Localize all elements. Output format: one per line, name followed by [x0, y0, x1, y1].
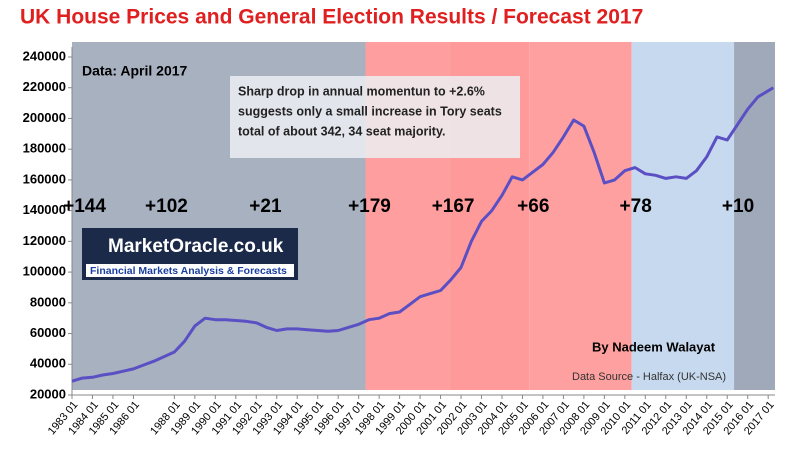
y-tick-label: 180000	[23, 141, 66, 156]
y-tick-label: 160000	[23, 171, 66, 186]
election-majority: +102	[145, 196, 188, 217]
annotation-box	[230, 76, 520, 158]
y-tick-label: 140000	[23, 202, 66, 217]
y-tick-label: 80000	[30, 294, 66, 309]
election-majority: +167	[432, 196, 475, 217]
y-tick-label: 220000	[23, 79, 66, 94]
period-band	[529, 42, 632, 390]
y-tick-label: 120000	[23, 233, 66, 248]
logo-tagline: Financial Markets Analysis & Forecasts	[90, 265, 287, 277]
election-majority: +21	[249, 196, 282, 217]
logo-tagline-box	[86, 264, 294, 277]
period-band	[631, 42, 735, 390]
y-tick-label: 240000	[23, 48, 66, 63]
election-majority: +144	[63, 196, 106, 217]
y-tick-label: 200000	[23, 110, 66, 125]
annotation-line: Sharp drop in annual momentun to +2.6%	[238, 84, 485, 98]
election-majority: +78	[620, 196, 652, 217]
annotation-line: suggests only a small increase in Tory s…	[238, 104, 502, 118]
election-majority: +66	[517, 196, 549, 217]
y-tick-label: 20000	[30, 386, 66, 401]
chart-title: UK House Prices and General Election Res…	[20, 6, 643, 29]
y-tick-label: 60000	[30, 325, 66, 340]
y-tick-label: 100000	[23, 264, 66, 279]
author: By Nadeem Walayat	[592, 339, 716, 354]
logo-name: MarketOracle.co.uk	[108, 236, 284, 257]
source: Data Source - Halfax (UK-NSA)	[572, 371, 726, 383]
election-majority: +179	[348, 196, 391, 217]
y-tick-label: 40000	[30, 356, 66, 371]
price-line	[71, 86, 775, 383]
annotation-line: total of about 342, 34 seat majority.	[238, 124, 445, 138]
data-note: Data: April 2017	[82, 63, 188, 79]
election-majority: +10	[722, 196, 754, 217]
